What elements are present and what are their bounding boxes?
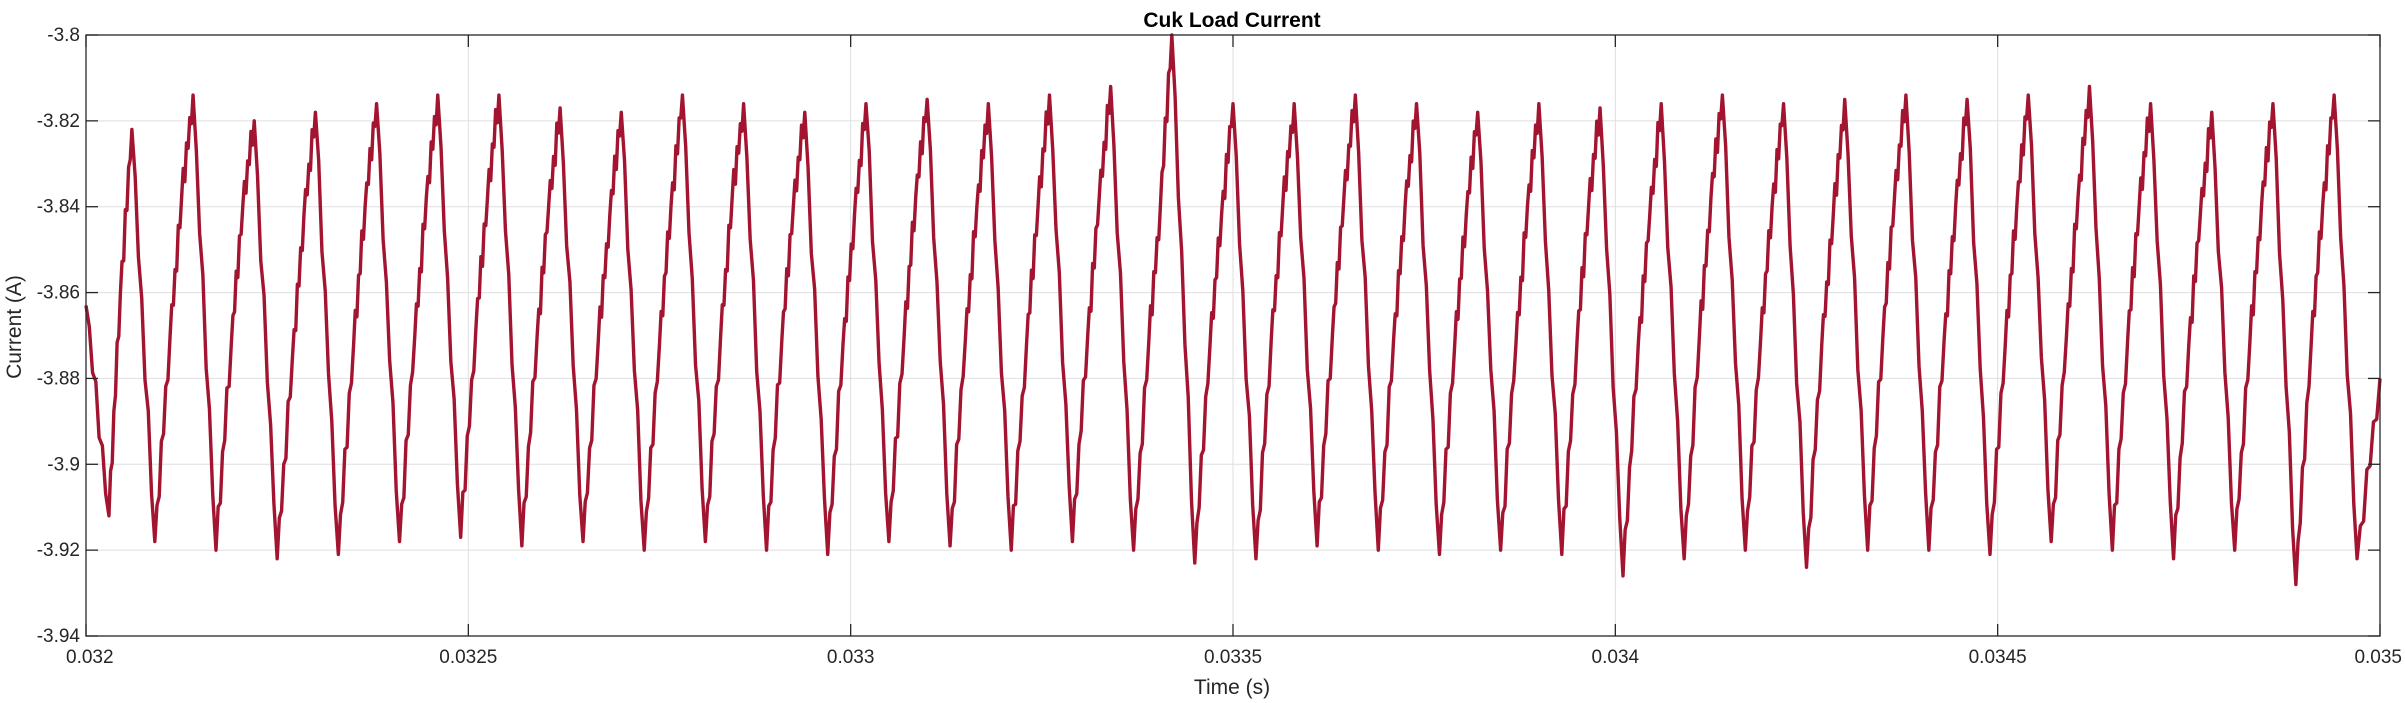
x-axis-label: Time (s) <box>1194 676 1270 699</box>
x-tick-label: 0.033 <box>827 647 875 668</box>
series-line-current <box>84 33 2382 587</box>
y-axis-label: Current (A) <box>3 275 26 379</box>
plot-area <box>84 33 2382 637</box>
x-tick-label: 0.0325 <box>439 647 497 668</box>
x-tick-label: 0.0335 <box>1204 647 1262 668</box>
y-tick-label: -3.92 <box>37 540 80 561</box>
y-tick-label: -3.88 <box>37 368 80 389</box>
y-tick-label: -3.94 <box>37 626 81 647</box>
y-tick-label: -3.84 <box>37 197 81 218</box>
x-tick-label: 0.035 <box>2354 647 2402 668</box>
x-tick-labels: 0.032 0.0325 0.033 0.0335 0.034 0.0345 0.035 <box>66 647 2402 668</box>
y-tick-label: -3.8 <box>47 25 80 46</box>
chart-title: Cuk Load Current <box>1143 9 1320 32</box>
x-tick-label: 0.0345 <box>1969 647 2027 668</box>
y-tick-label: -3.82 <box>37 111 80 132</box>
tick-marks <box>85 34 2381 637</box>
y-tick-label: -3.9 <box>47 454 80 475</box>
y-tick-labels: -3.8 -3.82 -3.84 -3.86 -3.88 -3.9 -3.92 -3.94 <box>37 25 81 647</box>
y-tick-label: -3.86 <box>37 283 80 304</box>
x-tick-label: 0.032 <box>66 647 114 668</box>
x-tick-label: 0.034 <box>1592 647 1640 668</box>
